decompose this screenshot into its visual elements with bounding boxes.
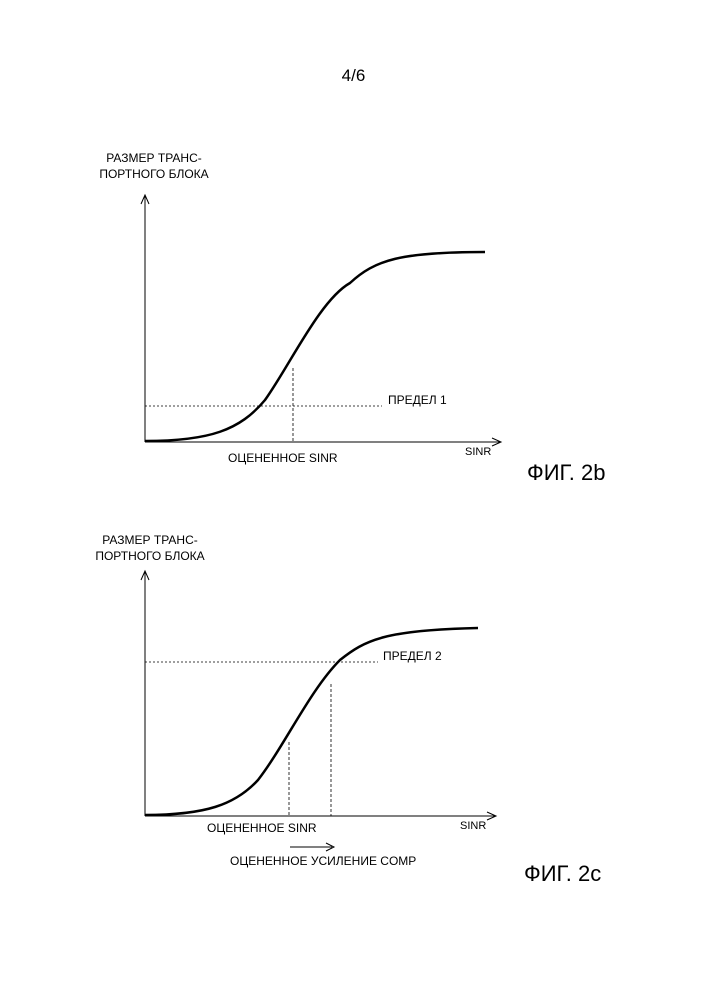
fig2b-marker-label: ОЦЕНЕННОЕ SINR <box>228 451 338 465</box>
fig2b-x-axis-label: SINR <box>465 446 491 458</box>
fig2b-tbs-curve <box>145 252 485 441</box>
fig2c-threshold-label: ПРЕДЕЛ 2 <box>383 649 442 663</box>
fig2c-diagram <box>0 500 707 1000</box>
fig2c-x-axis-label: SINR <box>460 820 486 832</box>
fig2b-threshold-label: ПРЕДЕЛ 1 <box>388 393 447 407</box>
fig2b-diagram <box>0 0 707 500</box>
fig2c-comp-gain-label: ОЦЕНЕННОЕ УСИЛЕНИЕ COMP <box>230 854 416 868</box>
fig2b-caption: ФИГ. 2b <box>527 460 605 486</box>
fig2c-marker-label: ОЦЕНЕННОЕ SINR <box>207 821 317 835</box>
fig2c-caption: ФИГ. 2c <box>524 861 601 887</box>
